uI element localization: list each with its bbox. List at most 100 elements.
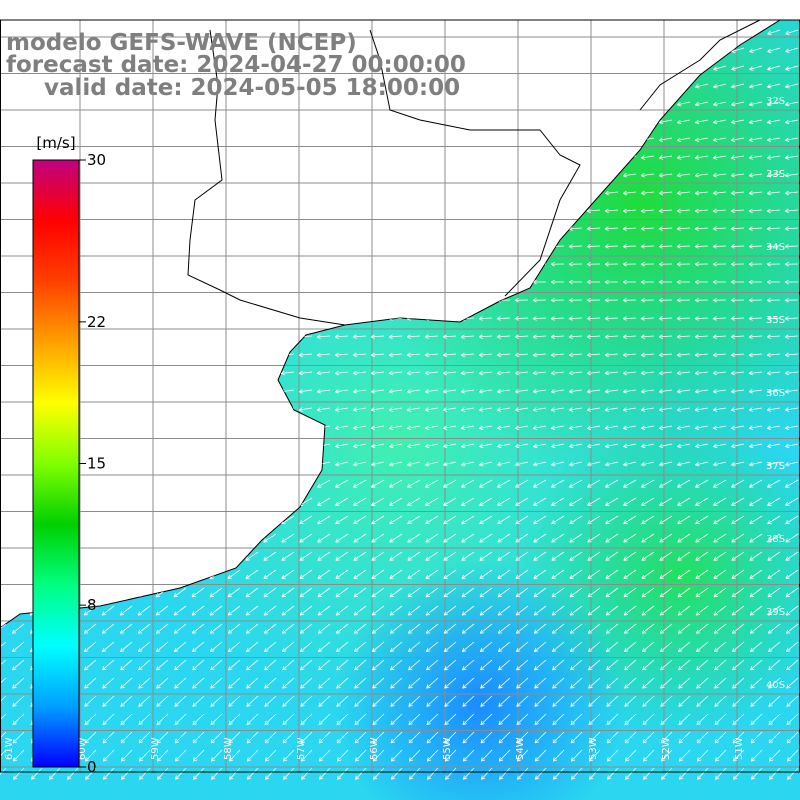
wind-arrow — [784, 407, 799, 412]
wind-arrow — [425, 515, 439, 525]
wind-arrow — [712, 425, 727, 430]
wind-arrow — [569, 533, 583, 543]
wind-arrow — [712, 173, 727, 178]
wind-arrow — [568, 279, 583, 285]
wind-arrow — [460, 389, 475, 394]
wind-arrow — [660, 695, 673, 707]
wind-arrow — [354, 659, 367, 671]
wind-arrow — [82, 352, 97, 358]
wind-arrow — [695, 641, 709, 653]
wind-arrow — [569, 47, 583, 53]
wind-arrow — [172, 316, 187, 321]
wind-arrow — [335, 551, 349, 561]
wind-arrow — [334, 226, 349, 231]
wind-arrow — [12, 767, 25, 780]
wind-arrow — [29, 119, 43, 125]
wind-arrow — [479, 29, 493, 36]
wind-arrow — [227, 605, 241, 616]
wind-arrow — [100, 425, 115, 430]
wind-arrow — [658, 297, 673, 303]
wind-arrow — [154, 407, 169, 412]
wind-arrow — [444, 731, 457, 744]
wind-arrow — [444, 749, 457, 762]
wind-arrow — [246, 695, 259, 707]
wind-arrow — [748, 173, 763, 178]
wind-arrow — [390, 659, 403, 671]
wind-arrow — [678, 749, 691, 762]
wind-arrow — [316, 407, 331, 412]
wind-arrow — [442, 352, 457, 358]
wind-arrow — [100, 244, 115, 249]
wind-arrow — [568, 208, 583, 214]
wind-arrow — [245, 605, 259, 616]
wind-arrow — [406, 425, 421, 430]
wind-arrow — [534, 695, 547, 707]
wind-arrow — [209, 587, 223, 598]
wind-arrow — [389, 641, 403, 653]
wind-arrow — [641, 533, 655, 543]
wind-arrow — [569, 641, 583, 653]
wind-arrow — [281, 497, 295, 506]
wind-arrow — [371, 29, 385, 36]
wind-arrow — [730, 226, 745, 231]
wind-arrow — [407, 443, 421, 449]
wind-arrow — [280, 279, 295, 285]
wind-arrow — [11, 623, 25, 634]
wind-arrow — [425, 29, 439, 36]
wind-arrow — [515, 551, 529, 561]
wind-arrow — [84, 695, 97, 707]
wind-arrow — [659, 515, 673, 525]
wind-arrow — [677, 101, 691, 107]
wind-arrow — [227, 569, 241, 579]
wind-arrow — [642, 677, 655, 689]
wind-arrow — [480, 659, 493, 671]
wind-arrow — [712, 407, 727, 412]
wind-arrow — [263, 461, 277, 467]
wind-arrow — [533, 101, 547, 107]
wind-arrow — [605, 119, 619, 125]
wind-arrow — [316, 190, 331, 196]
wind-arrow — [172, 425, 187, 430]
wind-arrow — [154, 334, 169, 339]
wind-arrow — [604, 155, 619, 160]
wind-arrow — [173, 623, 187, 634]
wind-arrow — [191, 479, 205, 488]
wind-arrow — [190, 316, 205, 321]
wind-arrow — [766, 226, 781, 231]
wind-arrow — [318, 695, 331, 707]
wind-arrow — [784, 190, 799, 196]
wind-arrow — [388, 208, 403, 214]
wind-arrow — [676, 155, 691, 160]
wind-arrow — [390, 695, 403, 707]
wind-arrow — [478, 389, 493, 394]
wind-arrow — [623, 47, 637, 53]
wind-arrow — [136, 208, 151, 214]
wind-arrow — [766, 190, 781, 196]
wind-arrow — [606, 659, 619, 671]
wind-arrow — [766, 316, 781, 321]
wind-arrow — [730, 425, 745, 430]
wind-arrow — [767, 461, 781, 467]
wind-arrow — [479, 551, 493, 561]
wind-arrow — [516, 695, 529, 707]
wind-arrow — [280, 244, 295, 249]
wind-arrow — [641, 29, 655, 36]
wind-arrow — [498, 713, 511, 726]
wind-arrow — [119, 515, 133, 525]
wind-arrow — [316, 370, 331, 376]
wind-arrow — [426, 695, 439, 707]
wind-arrow — [732, 749, 745, 762]
longitude-label: 52W — [661, 737, 672, 760]
wind-arrow — [606, 749, 619, 762]
wind-arrow — [353, 569, 367, 579]
wind-arrow — [316, 173, 331, 178]
wind-arrow — [372, 731, 385, 744]
wind-arrow — [551, 515, 565, 525]
wind-arrow — [640, 261, 655, 267]
wind-arrow — [370, 155, 385, 160]
wind-arrow — [83, 119, 97, 125]
wind-arrow — [642, 659, 655, 671]
wind-arrow — [749, 443, 763, 449]
wind-arrow — [47, 119, 61, 125]
wind-arrow — [443, 605, 457, 616]
